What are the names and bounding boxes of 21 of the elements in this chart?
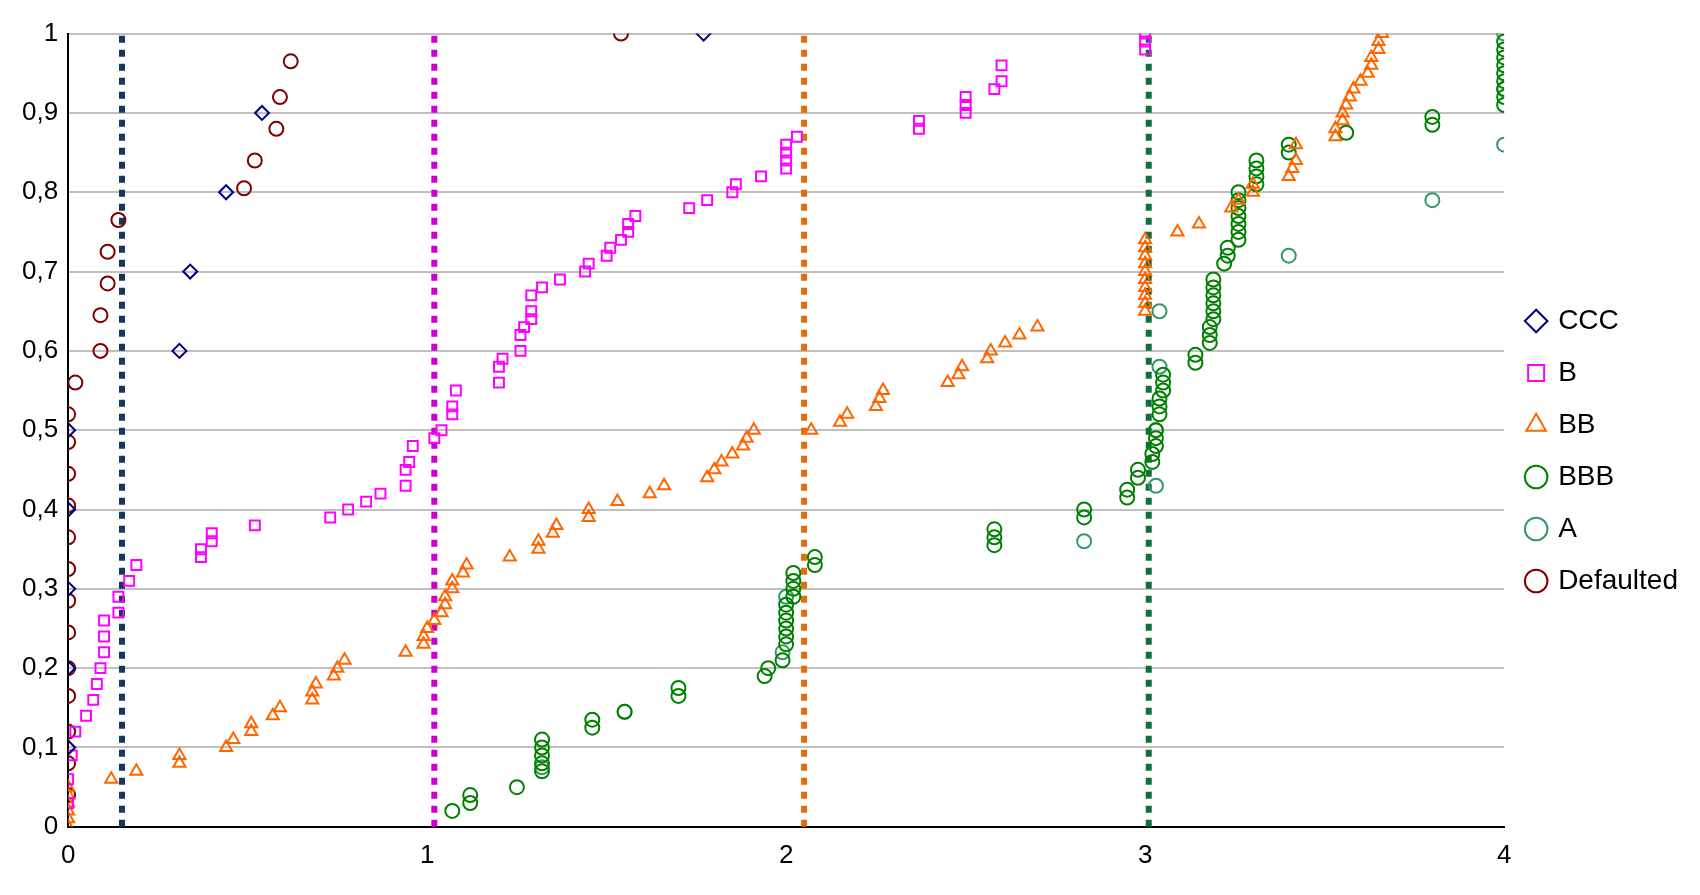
y-tick-label: 1 xyxy=(43,16,59,47)
y-tick-label: 0 xyxy=(43,809,59,840)
legend-label: A xyxy=(1558,511,1578,543)
y-tick-label: 0,3 xyxy=(21,572,59,603)
y-tick-label: 0,8 xyxy=(21,175,59,206)
y-tick-label: 0,7 xyxy=(21,254,59,285)
legend-label: Defaulted xyxy=(1558,563,1679,595)
x-tick-label: 3 xyxy=(1137,838,1153,869)
legend-label: BBB xyxy=(1558,459,1615,491)
legend-label: CCC xyxy=(1558,303,1619,335)
y-tick-label: 0,4 xyxy=(21,492,59,523)
y-tick-label: 0,9 xyxy=(21,96,59,127)
y-tick-label: 0,1 xyxy=(21,730,59,761)
y-tick-label: 0,2 xyxy=(21,651,59,682)
legend-label: BB xyxy=(1558,407,1596,439)
x-tick-label: 2 xyxy=(778,838,794,869)
y-tick-label: 0,6 xyxy=(21,334,59,365)
x-tick-label: 1 xyxy=(419,838,435,869)
y-tick-label: 0,5 xyxy=(21,413,59,444)
x-tick-label: 4 xyxy=(1496,838,1512,869)
legend-label: B xyxy=(1558,355,1577,387)
